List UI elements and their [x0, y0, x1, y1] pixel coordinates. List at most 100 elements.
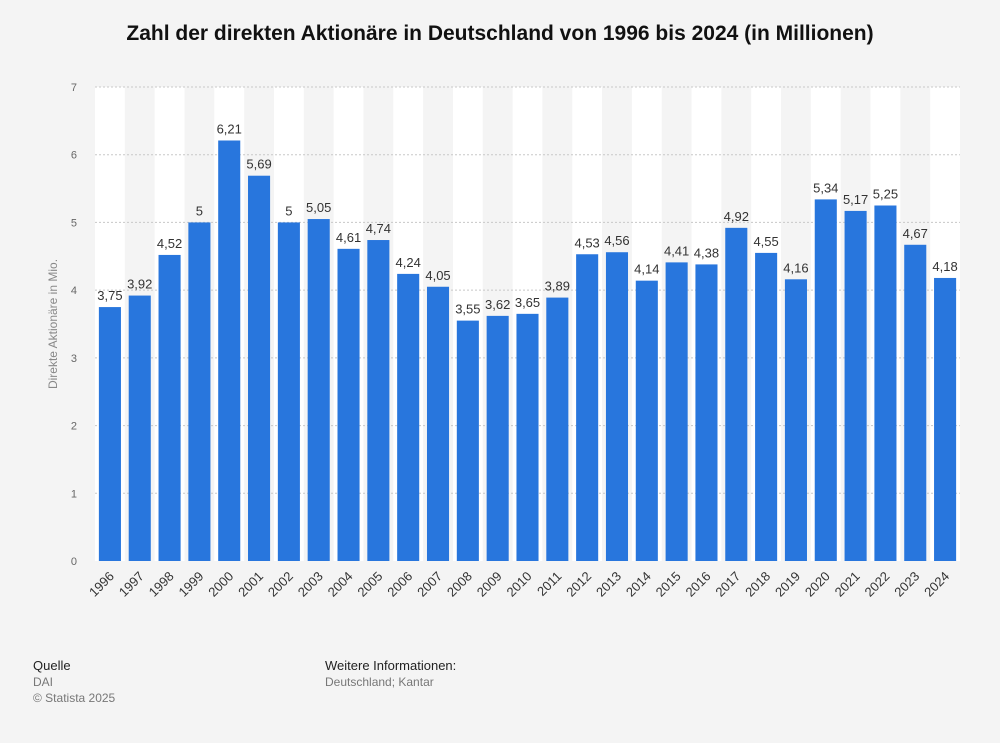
x-tick-label: 2009	[474, 569, 505, 600]
y-tick-label: 3	[71, 353, 77, 365]
source-heading: Quelle	[33, 658, 71, 673]
bar	[546, 297, 569, 561]
y-axis-label: Direkte Aktionäre in Mio.	[46, 259, 60, 389]
data-label: 6,21	[217, 121, 242, 136]
data-label: 5	[285, 203, 292, 218]
info-heading: Weitere Informationen:	[325, 658, 457, 673]
x-tick-label: 2000	[205, 569, 236, 600]
data-label: 4,53	[574, 235, 599, 250]
y-tick-label: 6	[71, 150, 77, 162]
x-tick-label: 2015	[653, 569, 684, 600]
bar	[576, 254, 599, 562]
info-block: Weitere Informationen: Deutschland; Kant…	[325, 658, 456, 690]
x-tick-label: 2023	[891, 569, 922, 600]
y-tick-label: 5	[71, 217, 77, 229]
data-label: 4,24	[396, 255, 421, 270]
bar	[397, 273, 420, 561]
x-tick-label: 1996	[86, 569, 117, 600]
x-tick-label: 2004	[325, 569, 356, 600]
data-label: 3,75	[97, 288, 122, 303]
y-tick-label: 4	[71, 285, 77, 297]
x-tick-label: 2008	[444, 569, 475, 600]
data-label: 5,69	[246, 157, 271, 172]
bar	[814, 199, 837, 562]
bar	[755, 252, 778, 561]
bar	[128, 295, 151, 561]
x-tick-label: 2005	[354, 569, 385, 600]
copyright-text: © Statista 2025	[33, 691, 116, 705]
x-tick-label: 1997	[116, 569, 147, 600]
bar	[665, 262, 688, 561]
bar	[725, 227, 748, 562]
bar	[456, 320, 479, 561]
data-label: 4,92	[724, 209, 749, 224]
info-value: Deutschland; Kantar	[325, 675, 434, 689]
bar	[695, 264, 718, 561]
data-label: 3,89	[545, 279, 570, 294]
bar	[874, 205, 897, 561]
data-label: 4,67	[903, 226, 928, 241]
data-label: 4,05	[425, 268, 450, 283]
x-tick-label: 2006	[384, 569, 415, 600]
x-tick-label: 2017	[712, 569, 743, 600]
bar	[307, 219, 330, 562]
data-label: 5,34	[813, 180, 838, 195]
bar-chart: 0 1 2 3 4 5 6 7 Direkte Aktionäre in Mio. 3,75 199…	[46, 82, 960, 600]
bar	[158, 254, 181, 561]
y-tick-label: 7	[71, 82, 77, 94]
bar	[248, 175, 271, 561]
data-label: 4,14	[634, 262, 659, 277]
source-block: Quelle DAI © Statista 2025	[33, 658, 115, 706]
x-tick-label: 2021	[832, 569, 863, 600]
data-label: 3,55	[455, 302, 480, 317]
bar	[635, 280, 658, 561]
bar	[337, 248, 360, 561]
x-tick-label: 2016	[683, 569, 714, 600]
bar	[98, 307, 121, 561]
y-tick-label: 1	[71, 488, 77, 500]
data-label: 3,62	[485, 297, 510, 312]
bar	[188, 222, 211, 561]
chart-title: Zahl der direkten Aktionäre in Deutschla…	[126, 22, 874, 45]
bar	[605, 252, 629, 562]
data-label: 5	[196, 203, 203, 218]
data-label: 4,56	[604, 233, 629, 248]
data-label: 4,18	[932, 259, 957, 274]
x-tick-label: 2013	[593, 569, 624, 600]
y-tick-label: 2	[71, 421, 77, 433]
data-label: 5,17	[843, 192, 868, 207]
x-tick-label: 2020	[802, 569, 833, 600]
data-label: 3,65	[515, 295, 540, 310]
bar	[486, 315, 509, 561]
data-label: 3,92	[127, 277, 152, 292]
data-label: 4,38	[694, 245, 719, 260]
x-tick-label: 2003	[295, 569, 326, 600]
data-label: 4,55	[753, 234, 778, 249]
data-label: 4,61	[336, 230, 361, 245]
x-tick-label: 2007	[414, 569, 445, 600]
data-label: 4,52	[157, 236, 182, 251]
x-tick-label: 1999	[175, 569, 206, 600]
bar	[277, 222, 300, 561]
x-tick-label: 1998	[146, 569, 177, 600]
data-label: 5,05	[306, 200, 331, 215]
bar	[426, 286, 450, 561]
x-tick-label: 2011	[534, 569, 564, 599]
x-tick-label: 2002	[265, 569, 296, 600]
bar	[934, 277, 957, 561]
x-tick-label: 2019	[772, 569, 803, 600]
bar	[844, 210, 867, 561]
source-value: DAI	[33, 675, 54, 689]
y-tick-label: 0	[71, 556, 77, 568]
x-tick-label: 2001	[235, 569, 266, 600]
x-tick-label: 2014	[623, 569, 654, 600]
bar	[367, 240, 390, 561]
x-tick-label: 2010	[504, 569, 535, 600]
x-tick-label: 2012	[563, 569, 594, 600]
bar	[218, 140, 241, 561]
bar	[516, 313, 539, 561]
data-label: 4,41	[664, 243, 689, 258]
data-label: 4,74	[366, 221, 391, 236]
bar	[904, 244, 927, 561]
x-tick-label: 2018	[742, 569, 773, 600]
